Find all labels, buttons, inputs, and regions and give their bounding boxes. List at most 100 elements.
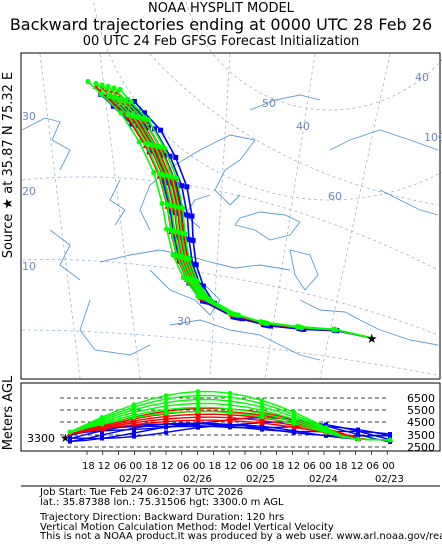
initialization-subtitle: 00 UTC 24 Feb GFSG Forecast Initializati… [82, 34, 360, 49]
hour-label: 00 [382, 461, 395, 472]
blue-trajectory-marker [190, 261, 196, 267]
grid-label: 100 [424, 131, 442, 144]
grid-label: 40 [415, 71, 429, 84]
hour-label: 06 [303, 461, 316, 472]
green-trajectory-marker [173, 175, 180, 181]
date-label: 02/24 [309, 474, 338, 485]
green-profile-marker [67, 429, 73, 435]
green-profile-marker [323, 425, 329, 430]
blue-trajectory-marker [240, 316, 246, 322]
blue-profile-marker [356, 429, 360, 434]
green-trajectory-marker [180, 205, 186, 211]
red-profile-marker [259, 417, 265, 423]
blue-profile-marker [68, 439, 72, 444]
green-profile-marker [355, 436, 361, 442]
blue-profile-marker [260, 425, 264, 430]
blue-trajectory-marker [171, 233, 177, 239]
green-profile-marker [163, 400, 169, 405]
blue-trajectory-marker [268, 323, 274, 329]
blue-trajectory-marker [135, 108, 141, 114]
red-profile-marker [227, 417, 233, 423]
blue-profile-marker [228, 425, 232, 430]
green-trajectory-marker [182, 230, 188, 237]
green-trajectory-marker [145, 117, 151, 123]
height-label: 2500 [407, 441, 435, 454]
blue-trajectory-marker [184, 184, 190, 190]
blue-trajectory-marker [160, 179, 166, 185]
height-label: 3500 [407, 429, 435, 442]
green-profile-marker [227, 394, 233, 400]
map-trajectories: ★ [85, 78, 378, 347]
hour-label: 12 [224, 461, 237, 472]
grid-label: 30 [177, 315, 191, 328]
green-trajectory-marker [186, 256, 192, 262]
blue-trajectory-marker [152, 150, 158, 156]
green-profile-marker [163, 393, 169, 398]
blue-profile-marker [356, 432, 360, 437]
green-trajectory-marker [85, 78, 91, 85]
disclaimer: This is not a NOAA product.It was produc… [40, 531, 442, 543]
green-trajectory-marker [140, 115, 146, 122]
green-profile-marker [259, 414, 265, 420]
green-profile-marker [99, 414, 105, 420]
date-label: 02/27 [119, 474, 148, 485]
blue-profile-marker [324, 433, 328, 438]
green-trajectory-marker [117, 86, 123, 93]
green-trajectory-marker [98, 91, 105, 97]
green-trajectory-marker [206, 296, 212, 302]
green-trajectory-marker [169, 174, 175, 180]
red-profile-marker [195, 417, 201, 423]
hour-label: 00 [193, 461, 206, 472]
hour-label: 06 [240, 461, 253, 472]
red-profile-marker [259, 420, 265, 426]
green-trajectory-marker [128, 99, 134, 105]
green-trajectory-marker [106, 93, 112, 99]
green-trajectory-marker [147, 141, 153, 148]
green-trajectory-marker [163, 226, 170, 232]
red-profile-marker [163, 418, 169, 424]
hour-label: 18 [272, 461, 285, 472]
blue-profile-marker [132, 430, 136, 435]
hour-label: 00 [319, 461, 332, 472]
green-trajectory-marker [152, 143, 158, 149]
green-profile-marker [163, 410, 169, 416]
profile-trajectories: ★ [60, 389, 393, 445]
grid-label: 40 [296, 120, 310, 133]
blue-profile-marker [164, 425, 168, 430]
grid-label: 20 [22, 185, 36, 198]
green-trajectory-marker [118, 110, 124, 116]
vertical-method: Vertical Motion Calculation Method: Mode… [40, 521, 334, 533]
blue-profile-marker [68, 436, 72, 441]
green-profile-marker [259, 411, 265, 416]
trajectory-title: Backward trajectories ending at 0000 UTC… [9, 15, 433, 34]
model-title: NOAA HYSPLIT MODEL [148, 1, 294, 16]
blue-trajectory-marker [167, 153, 173, 159]
source-star-icon: ★ [366, 332, 378, 347]
blue-profile-marker [132, 434, 136, 439]
green-profile-marker [259, 404, 265, 410]
red-trajectory-marker [111, 97, 118, 103]
green-profile-marker [195, 397, 201, 402]
grid-label: 10 [22, 260, 36, 273]
red-profile-marker [195, 414, 201, 420]
hour-label: 00 [256, 461, 269, 472]
blue-profile-marker [132, 427, 136, 432]
blue-trajectory-marker [179, 183, 185, 189]
blue-trajectory-marker [182, 236, 188, 242]
blue-trajectory-marker [190, 237, 196, 243]
hour-label: 06 [114, 461, 127, 472]
green-profile-marker [131, 402, 137, 407]
hour-label: 12 [351, 461, 364, 472]
blue-trajectory-marker [186, 237, 192, 243]
green-trajectory-marker [151, 169, 157, 176]
red-profile-marker [227, 414, 233, 420]
green-trajectory-marker [170, 252, 176, 258]
green-trajectory-marker [142, 140, 149, 146]
hour-label: 06 [177, 461, 190, 472]
blue-trajectory-marker [173, 154, 179, 160]
green-trajectory-marker [161, 172, 167, 178]
green-trajectory-marker [165, 173, 171, 179]
blue-trajectory-marker [151, 126, 157, 132]
hour-label: 00 [129, 461, 142, 472]
